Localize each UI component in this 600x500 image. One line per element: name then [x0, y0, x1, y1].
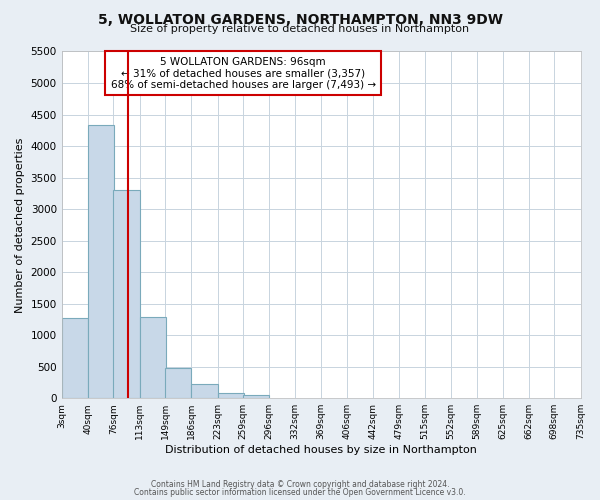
- Bar: [243, 395, 269, 398]
- Bar: [88, 126, 114, 398]
- Bar: [191, 384, 218, 398]
- Text: 5, WOLLATON GARDENS, NORTHAMPTON, NN3 9DW: 5, WOLLATON GARDENS, NORTHAMPTON, NN3 9D…: [97, 12, 503, 26]
- Text: Contains HM Land Registry data © Crown copyright and database right 2024.: Contains HM Land Registry data © Crown c…: [151, 480, 449, 489]
- Bar: [62, 318, 88, 398]
- Text: Size of property relative to detached houses in Northampton: Size of property relative to detached ho…: [130, 24, 470, 34]
- Text: 5 WOLLATON GARDENS: 96sqm
← 31% of detached houses are smaller (3,357)
68% of se: 5 WOLLATON GARDENS: 96sqm ← 31% of detac…: [110, 56, 376, 90]
- Bar: [113, 190, 140, 398]
- X-axis label: Distribution of detached houses by size in Northampton: Distribution of detached houses by size …: [165, 445, 477, 455]
- Bar: [165, 368, 191, 398]
- Bar: [140, 317, 166, 398]
- Y-axis label: Number of detached properties: Number of detached properties: [15, 137, 25, 312]
- Bar: [218, 392, 244, 398]
- Text: Contains public sector information licensed under the Open Government Licence v3: Contains public sector information licen…: [134, 488, 466, 497]
